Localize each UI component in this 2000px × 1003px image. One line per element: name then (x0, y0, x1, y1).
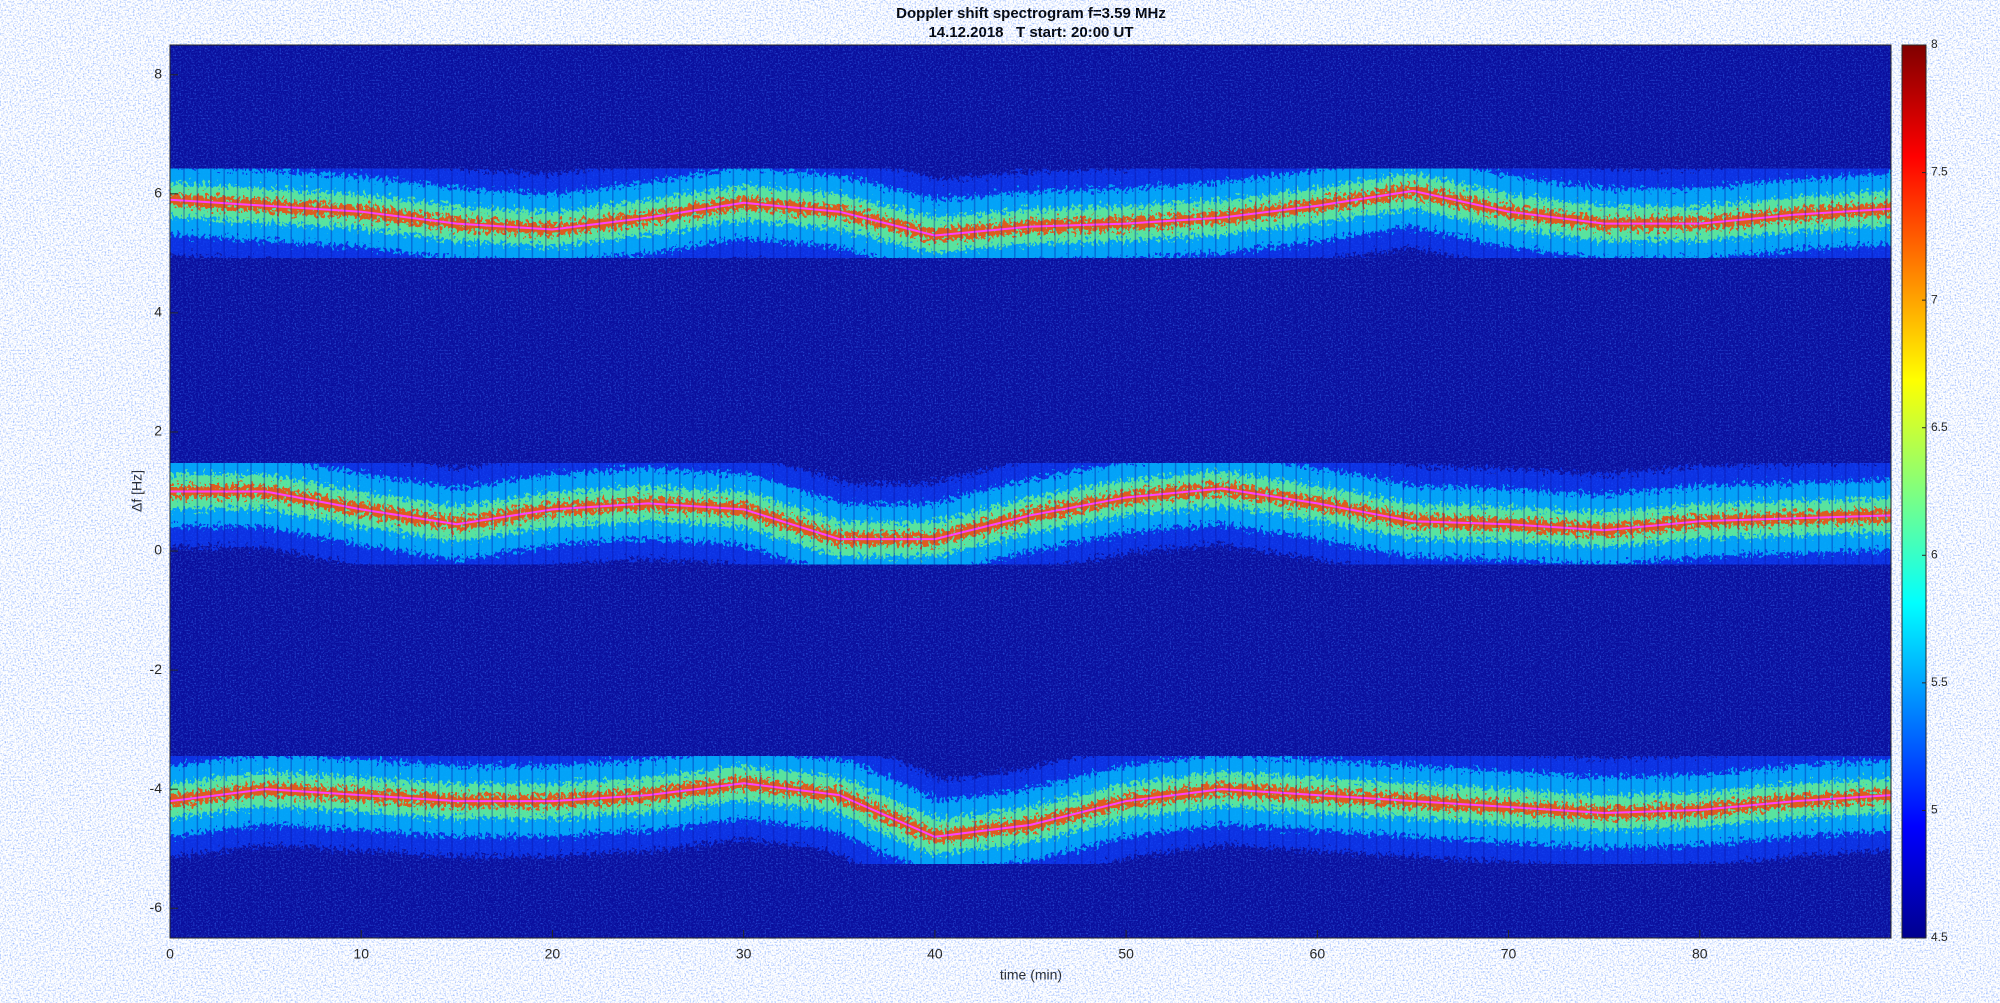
band-ridge-line (170, 189, 1891, 237)
x-tick-label: 30 (736, 946, 752, 962)
x-tick-label: 0 (166, 946, 174, 962)
x-tick-label: 10 (353, 946, 369, 962)
y-tick-label: 6 (154, 185, 162, 201)
band-ridge-line (170, 487, 1891, 541)
colorbar-tick-label: 5.5 (1931, 675, 1948, 689)
colorbar-tick-label: 4.5 (1931, 930, 1948, 944)
plot-frame (169, 44, 1892, 939)
colorbar-tick-label: 8 (1931, 37, 1938, 51)
y-tick-label: 0 (154, 542, 162, 558)
y-tick-label: 2 (154, 423, 162, 439)
colorbar-tick-label: 7 (1931, 292, 1938, 306)
y-axis-label: Δf [Hz] (129, 470, 145, 512)
colorbar-tick-label: 5 (1931, 803, 1938, 817)
colorbar-tick-label: 6.5 (1931, 420, 1948, 434)
chart-title: Doppler shift spectrogram f=3.59 MHz (896, 5, 1166, 22)
x-tick-label: 50 (1118, 946, 1134, 962)
x-axis-label: time (min) (1000, 967, 1062, 983)
y-tick-label: 4 (154, 304, 162, 320)
x-tick-label: 20 (545, 946, 561, 962)
y-tick-label: -6 (150, 899, 163, 915)
x-tick-label: 80 (1692, 946, 1708, 962)
y-tick-label: -4 (150, 780, 163, 796)
x-tick-label: 40 (927, 946, 943, 962)
x-tick-label: 60 (1310, 946, 1326, 962)
colorbar (1901, 44, 1927, 939)
band-ridge-line (170, 782, 1891, 838)
y-tick-label: 8 (154, 65, 162, 81)
colorbar-tick-label: 7.5 (1931, 165, 1948, 179)
bands (170, 45, 1891, 938)
y-tick-label: -2 (150, 661, 163, 677)
colorbar-tick-label: 6 (1931, 547, 1938, 561)
chart-subtitle: 14.12.2018 T start: 20:00 UT (928, 24, 1133, 41)
x-tick-label: 70 (1501, 946, 1517, 962)
